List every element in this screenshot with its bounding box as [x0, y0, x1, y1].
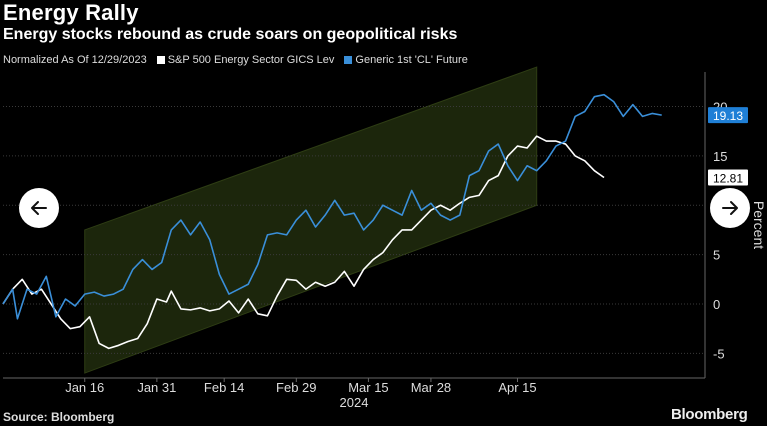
last-value-label-0: 12.81 [713, 172, 743, 186]
x-tick-label: Jan 16 [65, 380, 104, 395]
legend: Normalized As Of 12/29/2023 S&P 500 Ener… [3, 54, 468, 66]
x-tick-label: Apr 15 [498, 380, 536, 395]
y-tick-label: -5 [713, 346, 725, 361]
x-tick-label: Feb 29 [276, 380, 316, 395]
x-tick-label: Jan 31 [137, 380, 176, 395]
legend-swatch-crude [344, 56, 353, 64]
series-line-1 [2, 93, 662, 320]
x-tick-label: Feb 14 [204, 380, 244, 395]
last-value-badge-1 [708, 107, 748, 124]
last-value-badge-0 [708, 169, 748, 186]
next-chart-button[interactable] [710, 188, 750, 228]
y-axis-label: Percent [751, 201, 767, 249]
legend-swatch-energy [156, 56, 165, 64]
normalized-label: Normalized As Of 12/29/2023 [3, 54, 147, 66]
source-note: Source: Bloomberg [3, 410, 115, 424]
y-tick-label: 15 [713, 149, 727, 164]
last-value-label-1: 19.13 [713, 109, 743, 123]
y-tick-label: 0 [713, 297, 720, 312]
x-tick-label: Mar 15 [348, 380, 388, 395]
legend-item-energy: S&P 500 Energy Sector GICS Lev [156, 54, 335, 66]
x-tick-label: Mar 28 [411, 380, 451, 395]
chart-title: Energy Rally [3, 0, 139, 25]
bloomberg-logo: Bloomberg [671, 406, 748, 423]
x-axis-label: 2024 [340, 395, 369, 410]
prev-chart-button[interactable] [19, 188, 59, 228]
legend-item-crude: Generic 1st 'CL' Future [344, 54, 468, 66]
legend-label-crude: Generic 1st 'CL' Future [355, 54, 468, 66]
y-tick-label: 5 [713, 248, 720, 263]
legend-label-energy: S&P 500 Energy Sector GICS Lev [167, 54, 335, 66]
chart-subtitle: Energy stocks rebound as crude soars on … [3, 26, 458, 43]
series-line-0 [2, 135, 605, 350]
arrow-right-icon [722, 201, 738, 215]
arrow-left-icon [31, 201, 47, 215]
